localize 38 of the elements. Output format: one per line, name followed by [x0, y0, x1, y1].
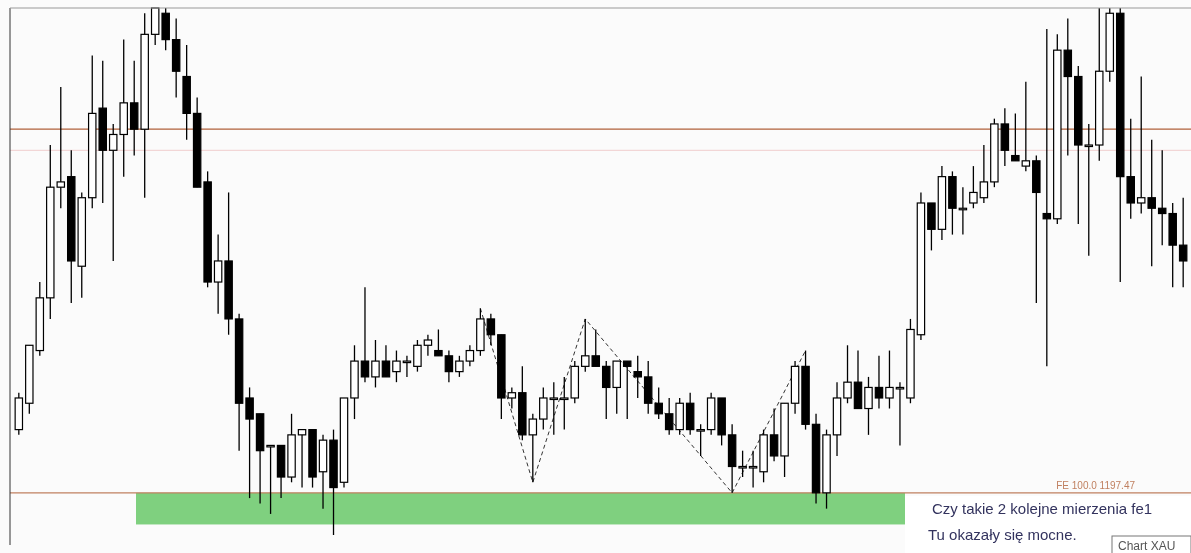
candlestick: [1021, 81, 1031, 173]
candlestick: [1042, 28, 1052, 368]
candlestick: [507, 386, 517, 410]
candlestick: [969, 165, 978, 209]
candlestick: [423, 334, 433, 357]
candlestick: [874, 355, 884, 410]
candlestick: [1178, 197, 1188, 288]
candlestick: [213, 233, 223, 315]
candlestick: [455, 355, 464, 378]
candlestick: [885, 349, 894, 410]
ref-line-label: FE 100.0 1197.47: [1056, 479, 1136, 491]
candlestick: [371, 339, 380, 389]
candlestick: [381, 344, 391, 378]
candlestick: [979, 144, 989, 204]
candlestick: [266, 444, 275, 515]
candlestick: [864, 376, 873, 436]
candlestick: [413, 339, 422, 373]
candlestick: [486, 313, 496, 346]
candlestick: [245, 386, 254, 499]
candlestick: [434, 328, 443, 357]
text: Chart XAU: [1118, 539, 1176, 553]
annotation: Czy takie 2 kolejne mierzenia fe1: [932, 500, 1153, 517]
candlestick: [402, 355, 412, 378]
candlestick: [622, 360, 632, 420]
candlestick: [633, 355, 642, 399]
candlestick: [843, 344, 852, 404]
candlestick: [444, 349, 454, 383]
candlestick: [465, 344, 475, 368]
candlestick: [895, 381, 905, 447]
candlestick: [738, 450, 747, 478]
candlestick: [1011, 112, 1020, 162]
candlestick: [297, 428, 307, 489]
candlestick: [360, 286, 370, 383]
annotation: Tu okazały się mocne.: [928, 526, 1077, 543]
candlestick: [696, 423, 705, 457]
candlestick: [748, 450, 758, 489]
candlestick: [769, 407, 779, 462]
candlestick: [392, 349, 401, 383]
